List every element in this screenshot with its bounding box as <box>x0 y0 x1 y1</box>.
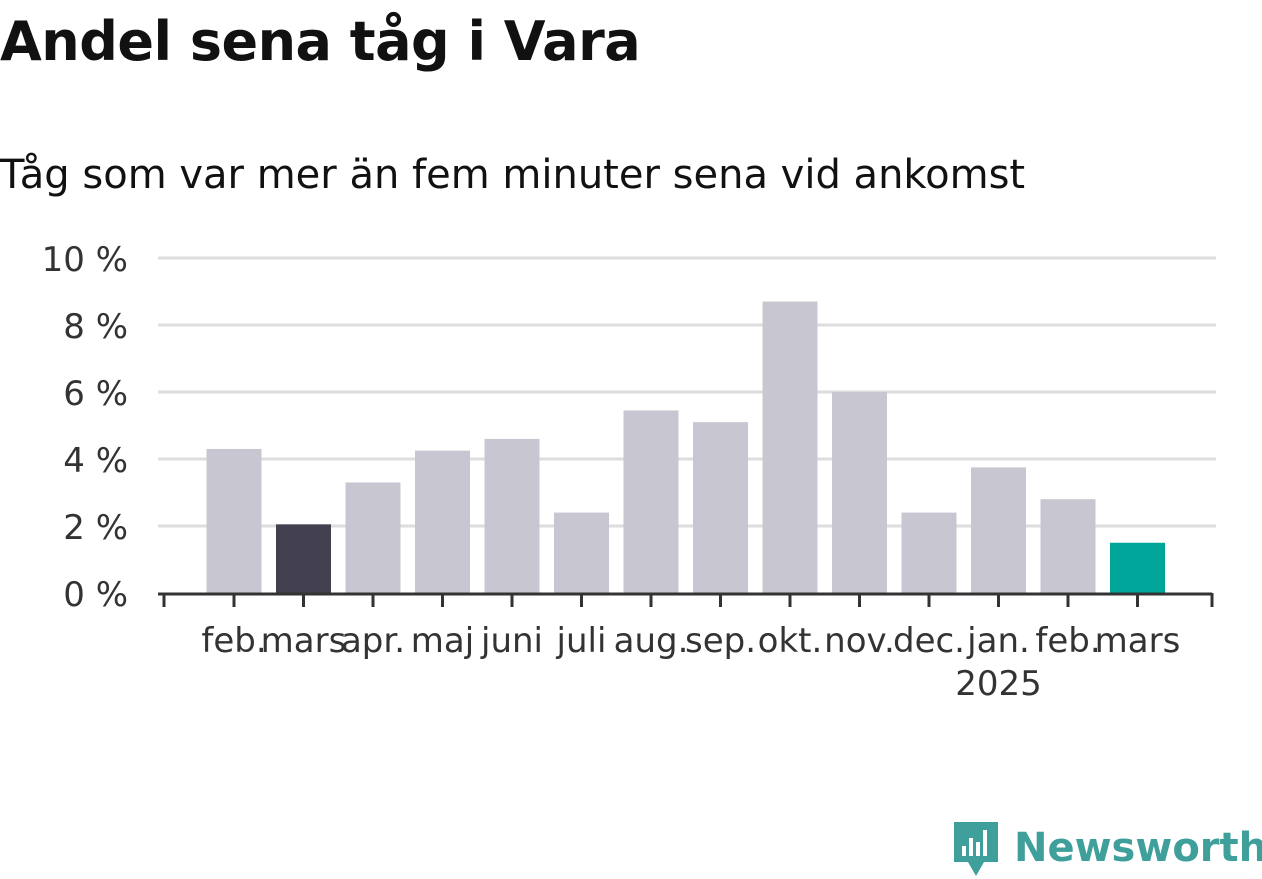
y-tick-label: 6 % <box>63 374 128 414</box>
x-tick-label: nov. <box>824 621 895 661</box>
x-tick-label: maj <box>411 621 474 661</box>
chart-subtitle: Tåg som var mer än fem minuter sena vid … <box>0 152 1026 198</box>
y-tick-label: 8 % <box>63 307 128 347</box>
bar <box>276 524 331 593</box>
x-tick-label: okt. <box>758 621 823 661</box>
x-tick-label: juli <box>556 621 607 661</box>
x-tick-label: juni <box>480 621 543 661</box>
bar <box>1110 542 1165 593</box>
bar-chart-logo-icon <box>954 822 998 876</box>
x-year-label: 2025 <box>955 664 1042 704</box>
x-tick-label: aug. <box>614 621 689 661</box>
x-tick-label: sep. <box>685 621 756 661</box>
bar <box>345 482 401 593</box>
bars <box>206 301 1165 593</box>
x-tick-label: jan. <box>966 621 1030 661</box>
brand: Newsworthy <box>950 818 1262 878</box>
x-tick-label: mars <box>1095 621 1181 661</box>
chart-title: Andel sena tåg i Vara <box>0 10 641 73</box>
x-tick-label: mars <box>261 621 347 661</box>
brand-name: Newsworthy <box>1014 825 1262 871</box>
bar <box>484 438 540 593</box>
bar <box>623 410 679 593</box>
x-tick-label: apr. <box>341 621 405 661</box>
y-tick-label: 0 % <box>63 575 128 615</box>
x-tick-label: feb. <box>1035 621 1100 661</box>
grid-lines <box>158 256 1216 528</box>
y-axis-tick-labels: 0 % 2 % 4 % 6 % 8 % 10 % <box>42 240 128 615</box>
bar <box>832 392 887 593</box>
bar <box>554 512 609 593</box>
x-tick-label: feb. <box>201 621 266 661</box>
bar <box>1040 499 1096 593</box>
y-tick-label: 4 % <box>63 441 128 481</box>
bar <box>901 512 957 593</box>
bar <box>206 448 262 593</box>
y-tick-label: 10 % <box>42 240 128 280</box>
x-tick-label: dec. <box>893 621 965 661</box>
bar <box>971 467 1026 593</box>
bar <box>693 422 748 593</box>
bar <box>415 450 470 593</box>
bar <box>762 301 818 593</box>
y-tick-label: 2 % <box>63 508 128 548</box>
x-axis <box>158 592 1214 607</box>
